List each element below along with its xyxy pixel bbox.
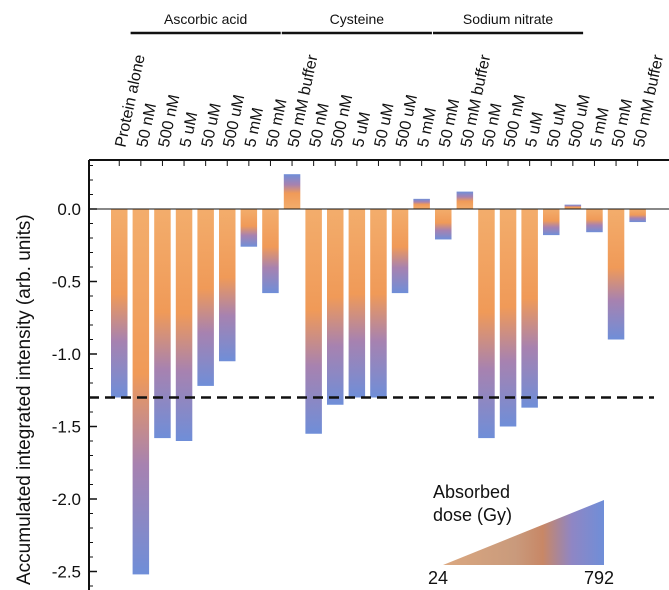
colorbar-title-line2: dose (Gy) [433, 505, 512, 525]
bar [262, 209, 279, 294]
reference-lines-layer [89, 208, 669, 399]
group-label: Sodium nitrate [463, 11, 553, 27]
bar [456, 191, 474, 209]
y-tick-label: -2.5 [52, 563, 81, 582]
category-label: 5 uM [350, 110, 374, 148]
bar [413, 198, 430, 209]
bar [132, 209, 150, 575]
y-axis: 0.0 -0.5 -1.0 -1.5 -2.0 -2.5 [52, 165, 97, 587]
plot-frame [88, 159, 669, 590]
colorbar-title-line1: Absorbed [433, 482, 510, 502]
y-tick-label: -2.0 [52, 490, 81, 509]
y-tick-label: 0.0 [57, 200, 81, 219]
category-label: 5 uM [177, 110, 201, 148]
group-headers: Ascorbic acid Cysteine Sodium nitrate [130, 11, 584, 35]
bar [111, 209, 128, 398]
y-tick-label: -0.5 [52, 273, 81, 292]
colorbar-max-label: 792 [584, 568, 614, 588]
y-axis-title: Accumulated integrated intensity (arb. u… [14, 214, 35, 585]
bar [586, 209, 603, 233]
colorbar-triangle [443, 500, 604, 565]
bar [283, 174, 301, 209]
bar [370, 209, 387, 398]
bar [435, 209, 452, 240]
y-tick-label: -1.0 [52, 345, 81, 364]
bar [629, 209, 646, 223]
dose-colorbar-legend: Absorbed dose (Gy) 24 792 [428, 482, 614, 588]
bar [175, 209, 193, 441]
bar [499, 209, 517, 427]
bar [348, 209, 366, 398]
colorbar-min-label: 24 [428, 568, 448, 588]
group-label: Cysteine [330, 11, 385, 27]
y-tick-label: -1.5 [52, 418, 81, 437]
bar [564, 204, 582, 209]
bar [521, 209, 538, 408]
bar [240, 209, 258, 247]
bar [478, 209, 495, 439]
bars-layer [111, 174, 646, 575]
bar [305, 209, 322, 434]
bar [197, 209, 214, 386]
bar [543, 209, 560, 236]
category-label: 5 uM [523, 110, 547, 148]
bar [607, 209, 625, 340]
group-label: Ascorbic acid [164, 11, 247, 27]
bar [219, 209, 236, 362]
bar [327, 209, 344, 405]
bar [391, 209, 409, 294]
category-label: 50 mM buffer [631, 53, 667, 149]
bar [154, 209, 171, 439]
